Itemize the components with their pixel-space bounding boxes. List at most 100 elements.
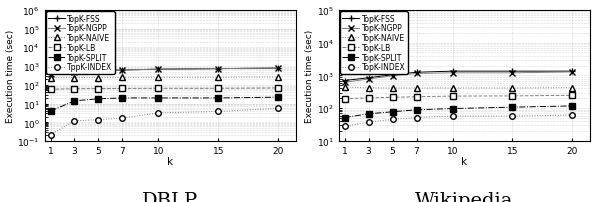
TopK-NAIVE [71, 77, 78, 80]
X-axis label: k: k [167, 157, 173, 166]
TopK-SPLIT [119, 97, 126, 100]
TopK-LB [449, 95, 456, 98]
TopK-NAIVE [95, 77, 102, 79]
TopK-FSS [509, 70, 516, 73]
TopK-NAIVE [569, 87, 576, 89]
TopK-FSS [215, 68, 222, 70]
Line: TopK-NAIVE: TopK-NAIVE [48, 75, 281, 81]
Y-axis label: Execution time (sec): Execution time (sec) [5, 30, 14, 122]
TopK-LB [47, 89, 54, 91]
TopK-FSS [569, 70, 576, 73]
TopK-NAIVE [47, 77, 54, 80]
TopK-LB [365, 97, 372, 100]
TopK-SPLIT [155, 97, 162, 100]
Line: TopK-NAIVE: TopK-NAIVE [342, 85, 575, 91]
TopK-LB [71, 88, 78, 90]
TopK-LB [275, 87, 282, 90]
Legend: TopK-FSS, TopK-NGPP, TopK-NAIVE, TopK-LB, TopK-SPLIT, TppK-INDEX: TopK-FSS, TopK-NGPP, TopK-NAIVE, TopK-LB… [46, 12, 115, 74]
TopK-INDEX [365, 121, 372, 124]
TopK-LB [569, 95, 576, 97]
Line: TopK-SPLIT: TopK-SPLIT [48, 95, 281, 114]
TopK-FSS [71, 70, 78, 73]
Y-axis label: Execution time (sec): Execution time (sec) [305, 30, 313, 122]
TopK-NAIVE [155, 77, 162, 79]
TopK-INDEX [413, 117, 420, 119]
Line: TopK-SPLIT: TopK-SPLIT [342, 104, 575, 121]
TopK-NGPP [449, 72, 456, 75]
TppK-INDEX [47, 134, 54, 136]
TopK-SPLIT [47, 110, 54, 113]
TopK-FSS [389, 74, 396, 77]
X-axis label: k: k [461, 157, 468, 166]
TopK-LB [509, 95, 516, 98]
TopK-NGPP [365, 78, 372, 81]
TopK-LB [215, 88, 222, 90]
TopK-SPLIT [413, 109, 420, 112]
TopK-SPLIT [509, 106, 516, 109]
Text: Wikipedia: Wikipedia [415, 191, 514, 202]
TppK-INDEX [71, 120, 78, 122]
TopK-INDEX [389, 119, 396, 121]
TopK-FSS [365, 77, 372, 80]
TopK-LB [95, 88, 102, 90]
TppK-INDEX [155, 112, 162, 115]
TopK-FSS [119, 69, 126, 72]
TppK-INDEX [275, 108, 282, 110]
TopK-INDEX [569, 114, 576, 117]
TopK-FSS [413, 72, 420, 74]
TppK-INDEX [119, 117, 126, 120]
TopK-NAIVE [341, 86, 348, 89]
TopK-FSS [449, 70, 456, 73]
TopK-LB [413, 96, 420, 98]
TopK-SPLIT [341, 117, 348, 119]
TopK-NGPP [389, 75, 396, 78]
TopK-NGPP [413, 73, 420, 75]
TopK-NGPP [155, 69, 162, 71]
TopK-SPLIT [365, 113, 372, 115]
TopK-SPLIT [569, 105, 576, 108]
TopK-NGPP [509, 72, 516, 75]
Line: TopK-INDEX: TopK-INDEX [342, 113, 575, 129]
TopK-LB [155, 88, 162, 90]
TopK-NAIVE [449, 87, 456, 90]
TopK-NGPP [341, 82, 348, 84]
Line: TopK-NGPP: TopK-NGPP [341, 69, 576, 86]
TopK-SPLIT [215, 97, 222, 100]
TopK-FSS [341, 80, 348, 82]
TopK-LB [341, 98, 348, 100]
TopK-FSS [95, 70, 102, 72]
TopK-NAIVE [389, 87, 396, 90]
TopK-SPLIT [449, 108, 456, 110]
TopK-SPLIT [71, 100, 78, 103]
Legend: TopK-FSS, TopK-NGPP, TopK-NAIVE, TopK-LB, TopK-SPLIT, TopK-INDEX: TopK-FSS, TopK-NGPP, TopK-NAIVE, TopK-LB… [340, 12, 408, 74]
TopK-SPLIT [389, 111, 396, 114]
TopK-NGPP [569, 71, 576, 74]
TopK-LB [389, 97, 396, 99]
TopK-INDEX [449, 115, 456, 118]
TopK-NGPP [275, 67, 282, 70]
TopK-FSS [275, 67, 282, 70]
TopK-INDEX [341, 126, 348, 128]
TopK-FSS [155, 69, 162, 71]
Line: TopK-FSS: TopK-FSS [341, 68, 576, 85]
TopK-NAIVE [275, 76, 282, 79]
TopK-FSS [47, 71, 54, 74]
TopK-SPLIT [275, 96, 282, 99]
TopK-NGPP [71, 72, 78, 74]
TopK-NAIVE [365, 87, 372, 89]
TopK-NGPP [47, 73, 54, 76]
TopK-NAIVE [413, 87, 420, 90]
Line: TopK-FSS: TopK-FSS [47, 65, 282, 76]
TopK-NAIVE [509, 87, 516, 90]
TopK-NAIVE [119, 77, 126, 79]
Line: TopK-LB: TopK-LB [342, 93, 575, 102]
TppK-INDEX [95, 119, 102, 121]
Line: TppK-INDEX: TppK-INDEX [48, 106, 281, 138]
TopK-NGPP [95, 70, 102, 73]
Line: TopK-NGPP: TopK-NGPP [47, 65, 282, 78]
TopK-LB [119, 88, 126, 90]
TopK-INDEX [509, 115, 516, 118]
TopK-NGPP [215, 68, 222, 70]
TppK-INDEX [215, 111, 222, 113]
TopK-SPLIT [95, 98, 102, 101]
